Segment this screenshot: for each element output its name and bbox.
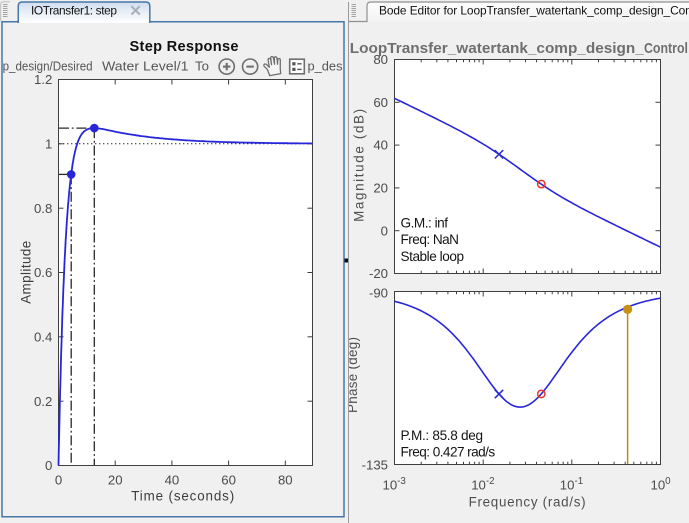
svg-text:p_design/Desired: p_design/Desired — [3, 58, 93, 73]
svg-text:0: 0 — [55, 473, 62, 488]
svg-text:60: 60 — [373, 95, 388, 110]
svg-text:Frequency (rad/s): Frequency (rad/s) — [469, 495, 586, 510]
svg-text:20: 20 — [373, 181, 388, 196]
svg-text:80: 80 — [373, 52, 388, 67]
svg-text:20: 20 — [108, 473, 123, 488]
svg-text:Magnitude (dB): Magnitude (dB) — [351, 109, 366, 222]
svg-text:0.8: 0.8 — [34, 201, 52, 216]
svg-text:P.M.: 85.8 deg: P.M.: 85.8 deg — [401, 428, 484, 443]
svg-text:LoopTransfer_watertank_comp_de: LoopTransfer_watertank_comp_design_ — [350, 41, 645, 57]
svg-text:40: 40 — [373, 138, 388, 153]
svg-text:-90: -90 — [369, 286, 388, 301]
svg-text:-20: -20 — [369, 266, 388, 281]
svg-text:0: 0 — [381, 223, 388, 238]
svg-text:Stable loop: Stable loop — [401, 249, 465, 264]
svg-text:Control: Control — [644, 41, 688, 57]
svg-text:IOTransfer1: step: IOTransfer1: step — [31, 4, 117, 18]
svg-text:Amplitude: Amplitude — [19, 241, 34, 304]
svg-text:40: 40 — [165, 473, 180, 488]
svg-text:Bode Editor for LoopTransfer_w: Bode Editor for LoopTransfer_watertank_c… — [379, 4, 689, 18]
svg-text:To: To — [195, 58, 209, 73]
svg-text:80: 80 — [278, 473, 293, 488]
svg-text:0.4: 0.4 — [34, 329, 52, 344]
svg-text:60: 60 — [221, 473, 236, 488]
svg-text:Time (seconds): Time (seconds) — [131, 489, 234, 504]
svg-text:1.2: 1.2 — [34, 72, 52, 87]
svg-text:Water Level/1: Water Level/1 — [102, 58, 189, 73]
svg-text:1: 1 — [45, 136, 52, 151]
svg-text:0.6: 0.6 — [34, 265, 52, 280]
svg-text:p_des: p_des — [308, 58, 343, 73]
svg-text:Freq: NaN: Freq: NaN — [401, 232, 460, 247]
svg-text:G.M.: inf: G.M.: inf — [401, 215, 449, 230]
svg-text:0: 0 — [45, 458, 52, 473]
svg-text:-135: -135 — [362, 458, 388, 473]
svg-text:Freq: 0.427 rad/s: Freq: 0.427 rad/s — [401, 445, 496, 460]
svg-text:Step Response: Step Response — [130, 39, 239, 55]
svg-text:Phase (deg): Phase (deg) — [345, 337, 360, 413]
svg-text:0.2: 0.2 — [34, 394, 52, 409]
